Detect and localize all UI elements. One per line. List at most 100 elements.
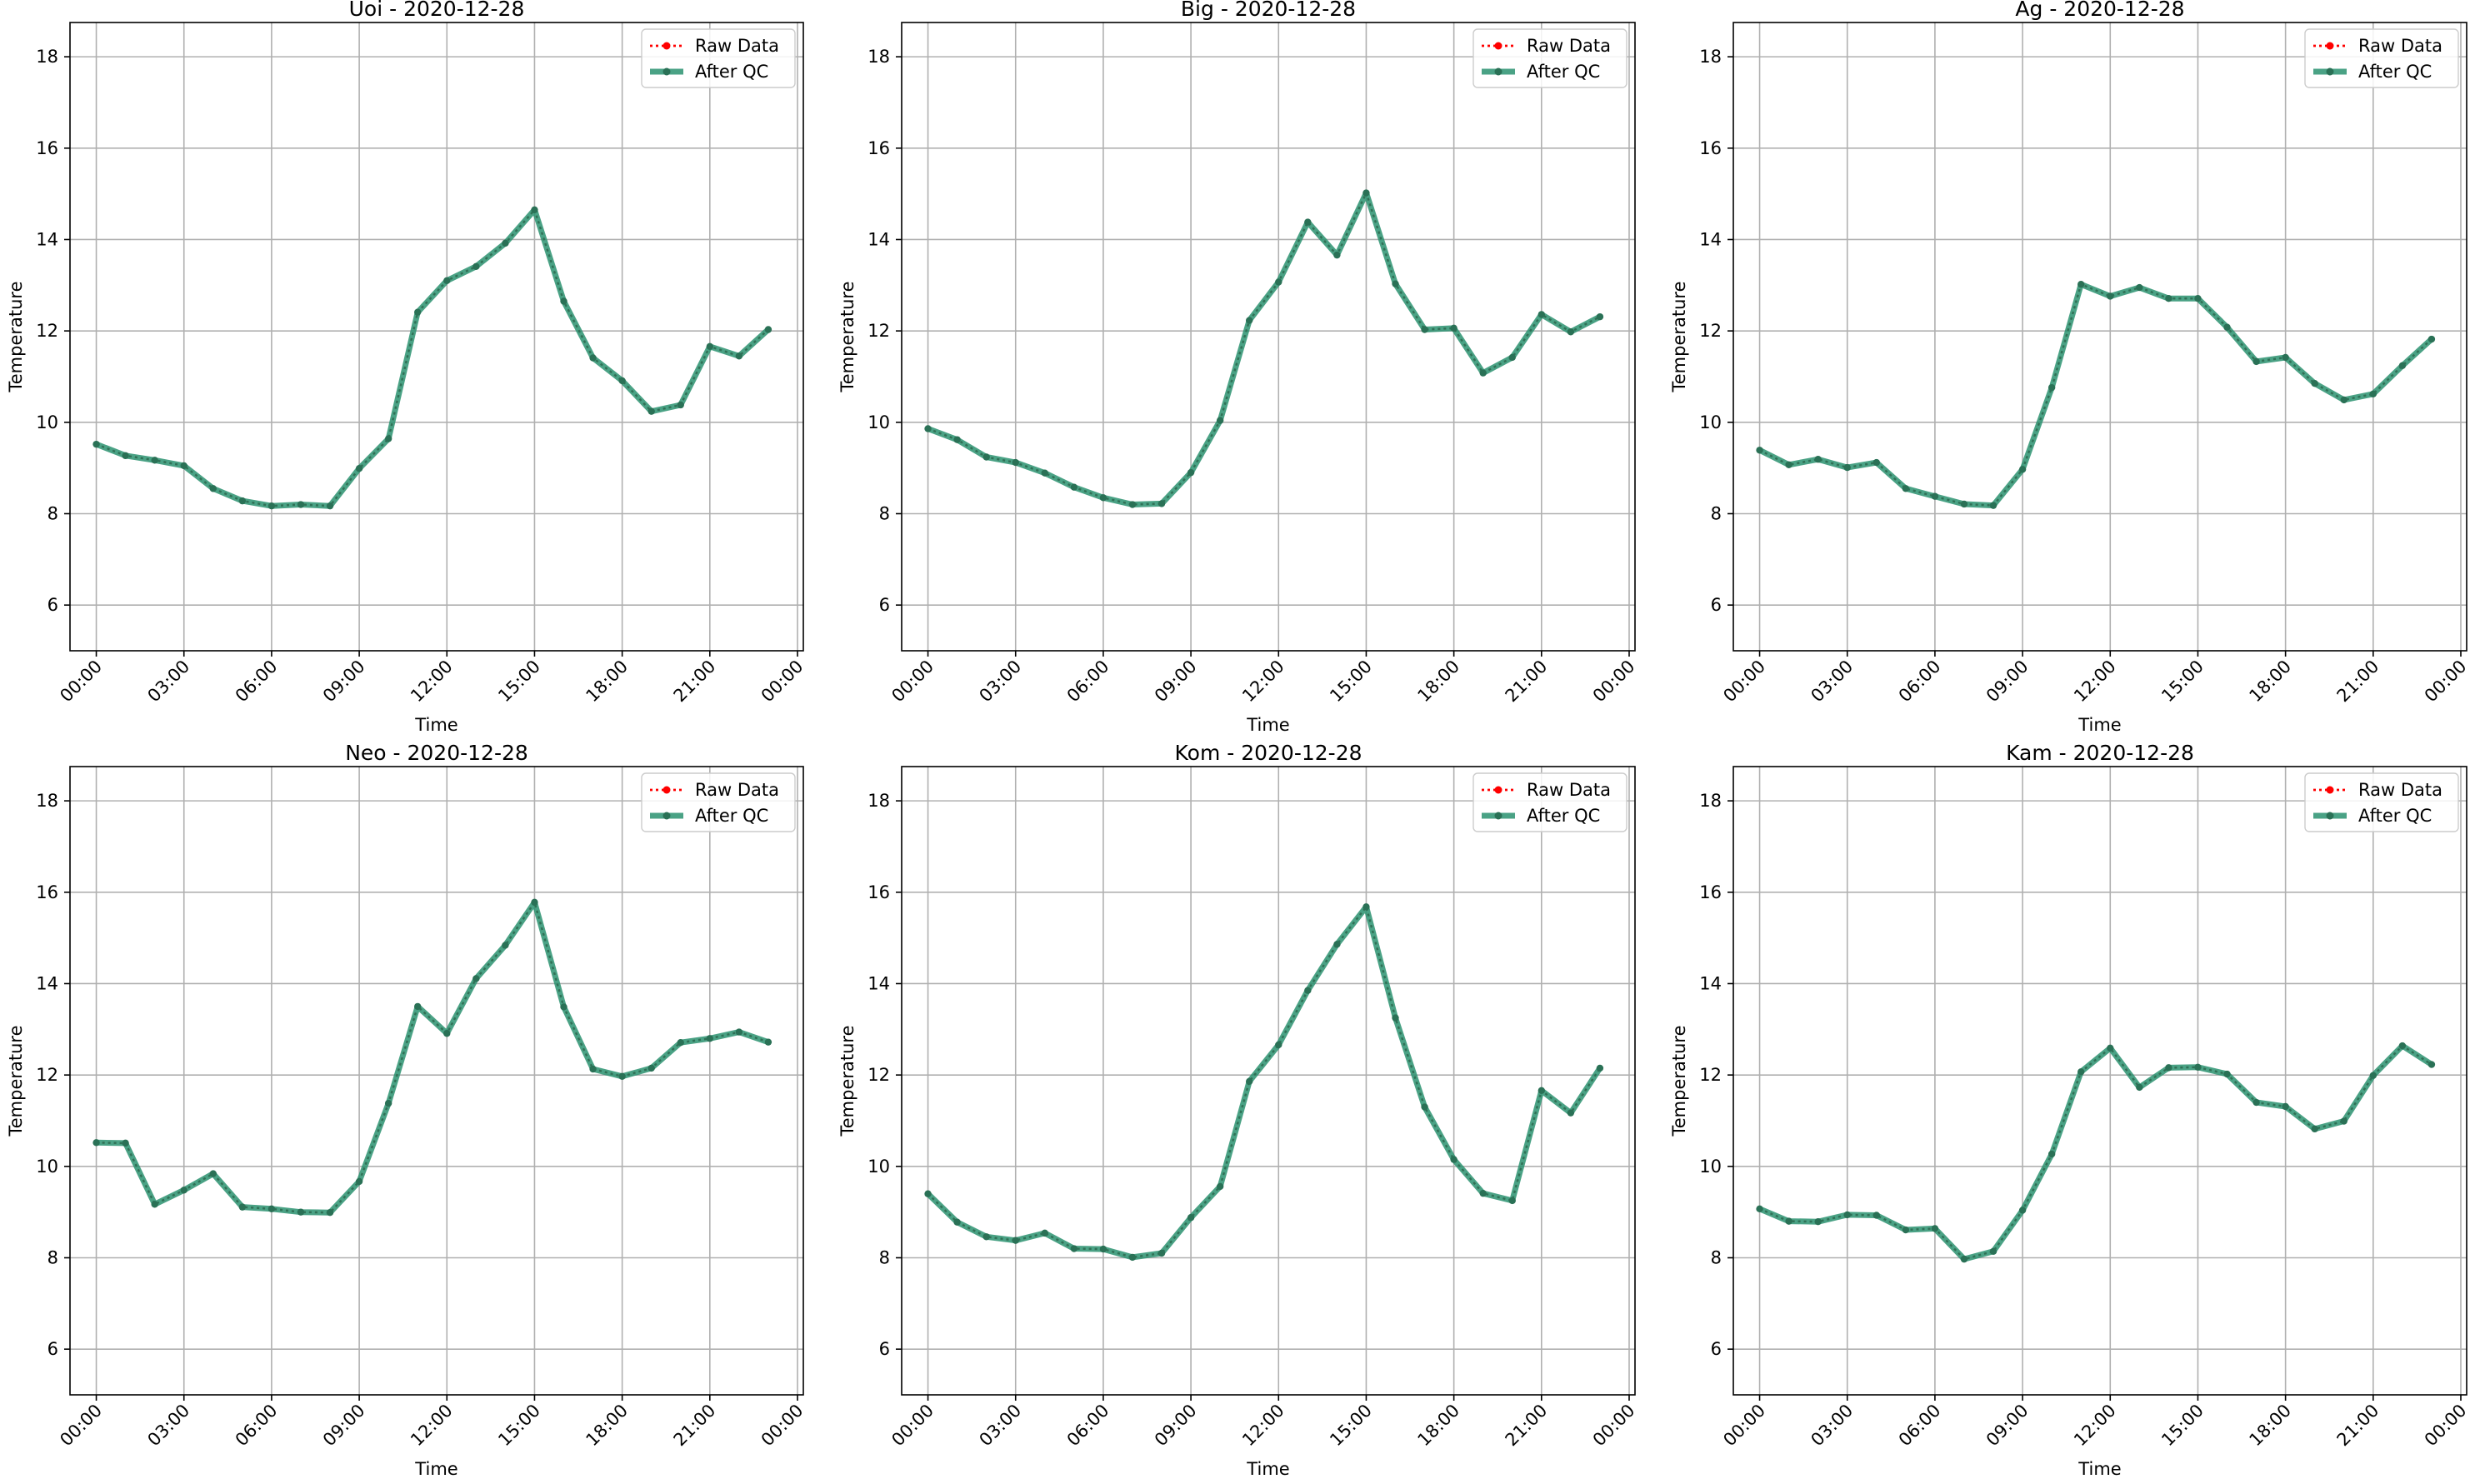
y-tick-label: 10 bbox=[868, 412, 890, 432]
qc-data-point bbox=[924, 425, 932, 432]
qc-data-point bbox=[589, 1065, 597, 1073]
x-axis-label: Time bbox=[414, 1459, 458, 1479]
qc-data-point bbox=[443, 1030, 451, 1037]
y-tick-label: 6 bbox=[879, 595, 890, 615]
chart-title: Neo - 2020-12-28 bbox=[345, 741, 528, 765]
qc-data-point bbox=[355, 465, 363, 472]
y-tick-label: 8 bbox=[1711, 503, 1722, 523]
qc-data-point bbox=[2048, 383, 2056, 392]
qc-data-point bbox=[1450, 1156, 1458, 1163]
qc-data-point bbox=[414, 1002, 422, 1011]
qc-data-point bbox=[2223, 323, 2231, 331]
y-tick-label: 18 bbox=[1699, 791, 1722, 811]
x-axis-label: Time bbox=[1246, 1459, 1289, 1479]
y-tick-label: 6 bbox=[879, 1339, 890, 1359]
qc-data-point bbox=[1596, 312, 1604, 321]
legend-qc-label: After QC bbox=[695, 62, 768, 82]
qc-data-point bbox=[1012, 458, 1019, 467]
qc-data-point bbox=[92, 1139, 100, 1147]
qc-data-point bbox=[2223, 1070, 2231, 1078]
legend: Raw Data After QC bbox=[1472, 28, 1628, 88]
qc-data-point bbox=[472, 262, 480, 271]
qc-data-point bbox=[2136, 1083, 2143, 1092]
chart-title: Big - 2020-12-28 bbox=[1181, 0, 1356, 21]
qc-raw-overlay-line bbox=[1759, 282, 2432, 507]
legend-raw-label: Raw Data bbox=[2358, 780, 2442, 800]
chart-title: Ag - 2020-12-28 bbox=[2015, 0, 2184, 21]
qc-data-point bbox=[1012, 1237, 1019, 1244]
legend-raw-label: Raw Data bbox=[2358, 36, 2442, 56]
y-tick-label: 6 bbox=[48, 595, 58, 615]
legend-qc-marker bbox=[1494, 67, 1502, 76]
qc-data-point bbox=[209, 485, 217, 492]
qc-data-point bbox=[2311, 380, 2318, 387]
qc-data-point bbox=[1304, 218, 1312, 226]
plot-frame bbox=[1732, 766, 2468, 1396]
y-tick-label: 14 bbox=[1699, 973, 1722, 993]
x-axis-label: Time bbox=[1246, 715, 1289, 735]
qc-data-point bbox=[2340, 1117, 2348, 1125]
qc-data-point bbox=[1596, 1064, 1604, 1072]
qc-data-point bbox=[180, 1187, 188, 1194]
qc-data-point bbox=[2078, 281, 2085, 288]
qc-data-point bbox=[648, 1064, 655, 1072]
y-axis-label: Temperature bbox=[6, 1025, 26, 1137]
qc-data-point bbox=[326, 502, 334, 510]
qc-data-point bbox=[560, 1003, 568, 1011]
y-tick-label: 16 bbox=[1699, 882, 1722, 902]
qc-data-point bbox=[238, 497, 247, 505]
qc-data-point bbox=[1538, 1087, 1546, 1094]
qc-data-point bbox=[924, 1190, 932, 1197]
qc-data-point bbox=[1158, 1249, 1166, 1257]
qc-data-point bbox=[1450, 324, 1458, 332]
qc-data-point bbox=[1041, 1229, 1048, 1237]
legend-raw-marker bbox=[2326, 42, 2334, 50]
qc-data-point bbox=[151, 457, 158, 464]
y-tick-label: 16 bbox=[36, 138, 58, 158]
qc-data-point bbox=[1421, 1103, 1428, 1111]
qc-data-point bbox=[1843, 463, 1851, 472]
qc-data-point bbox=[953, 436, 961, 443]
qc-data-point bbox=[677, 1039, 684, 1047]
qc-data-point bbox=[1333, 251, 1341, 259]
y-tick-label: 6 bbox=[48, 1339, 58, 1359]
y-tick-label: 8 bbox=[1711, 1247, 1722, 1267]
chart-title: Kam - 2020-12-28 bbox=[2006, 741, 2194, 765]
qc-data-point bbox=[560, 297, 568, 305]
qc-data-point bbox=[2165, 295, 2172, 302]
qc-data-point bbox=[1756, 1205, 1763, 1213]
y-tick-label: 18 bbox=[36, 791, 58, 811]
legend-raw-marker bbox=[662, 42, 671, 50]
legend-raw-label: Raw Data bbox=[1527, 780, 1611, 800]
qc-raw-overlay-line bbox=[1759, 1044, 2432, 1261]
legend-qc-marker bbox=[662, 67, 671, 76]
qc-data-point bbox=[1872, 458, 1880, 467]
y-tick-label: 18 bbox=[868, 47, 890, 67]
chart-title: Uoi - 2020-12-28 bbox=[349, 0, 525, 21]
legend-raw-marker bbox=[1494, 42, 1502, 50]
qc-data-point bbox=[1158, 500, 1166, 507]
x-axis-label: Time bbox=[2078, 715, 2121, 735]
qc-data-point bbox=[1216, 417, 1224, 424]
y-tick-label: 18 bbox=[868, 791, 890, 811]
qc-data-point bbox=[122, 1139, 129, 1147]
qc-data-point bbox=[1508, 353, 1516, 362]
qc-data-point bbox=[2252, 357, 2260, 366]
qc-data-point bbox=[2165, 1064, 2172, 1072]
y-tick-label: 8 bbox=[879, 503, 890, 523]
legend: Raw Data After QC bbox=[641, 28, 796, 88]
legend-raw-marker bbox=[662, 786, 671, 794]
qc-data-point bbox=[1989, 502, 1998, 509]
qc-data-point bbox=[1785, 1217, 1792, 1225]
qc-data-point bbox=[1362, 189, 1370, 197]
plot-frame bbox=[1732, 22, 2468, 652]
legend-qc-label: After QC bbox=[1527, 62, 1600, 82]
qc-data-point bbox=[764, 1038, 772, 1046]
qc-data-point bbox=[1872, 1212, 1880, 1219]
legend-raw-label: Raw Data bbox=[695, 36, 779, 56]
legend-raw-label: Raw Data bbox=[1527, 36, 1611, 56]
y-tick-label: 8 bbox=[879, 1247, 890, 1267]
qc-data-point bbox=[1508, 1197, 1516, 1205]
y-tick-label: 14 bbox=[868, 973, 890, 993]
